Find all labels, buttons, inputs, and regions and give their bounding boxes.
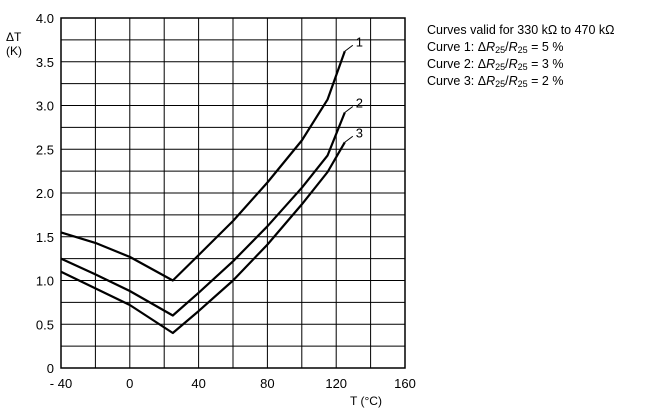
x-tick-label-4: 120 — [325, 376, 347, 391]
x-axis-label: T (°C) — [350, 394, 382, 408]
curve-note-2: Curve 2: ΔR25/R25 = 3 % — [427, 57, 564, 72]
y-tick-label-2: 1.0 — [36, 274, 54, 289]
y-tick-label-5: 2.5 — [36, 142, 54, 157]
curve-labels: 1 2 3 — [344, 34, 363, 143]
y-tick-label-1: 0.5 — [36, 317, 54, 332]
x-tick-label-2: 40 — [191, 376, 205, 391]
curve-3-label: 3 — [356, 125, 363, 140]
y-axis-unit: (K) — [6, 44, 22, 58]
y-tick-label-8: 4.0 — [36, 11, 54, 26]
curve-2-label: 2 — [356, 96, 363, 111]
chart-notes: Curves valid for 330 kΩ to 470 kΩ Curve … — [427, 22, 615, 90]
valid-range-note: Curves valid for 330 kΩ to 470 kΩ — [427, 23, 615, 37]
x-tick-label-5: 160 — [394, 376, 416, 391]
y-tick-label-3: 1.5 — [36, 230, 54, 245]
curve-note-1: Curve 1: ΔR25/R25 = 5 % — [427, 40, 564, 55]
plot-frame — [60, 17, 406, 369]
x-tick-label-0: - 40 — [50, 376, 72, 391]
curve-note-3: Curve 3: ΔR25/R25 = 2 % — [427, 74, 564, 89]
curve-2 — [60, 112, 346, 317]
curves — [60, 50, 346, 335]
curve-3 — [60, 141, 346, 335]
y-tick-label-6: 3.0 — [36, 99, 54, 114]
x-tick-label-3: 80 — [260, 376, 274, 391]
y-axis-label: ΔT — [6, 30, 22, 44]
curve-1-label-leader — [344, 44, 354, 52]
y-tick-label-7: 3.5 — [36, 55, 54, 70]
x-tick-label-1: 0 — [126, 376, 133, 391]
y-tick-label-0: 0 — [47, 361, 54, 376]
curve-3-label-leader — [344, 135, 354, 143]
curve-1 — [60, 50, 346, 282]
curve-1-label: 1 — [356, 34, 363, 49]
curve-2-label-leader — [344, 106, 354, 113]
grid — [60, 17, 406, 369]
y-tick-label-4: 2.0 — [36, 186, 54, 201]
